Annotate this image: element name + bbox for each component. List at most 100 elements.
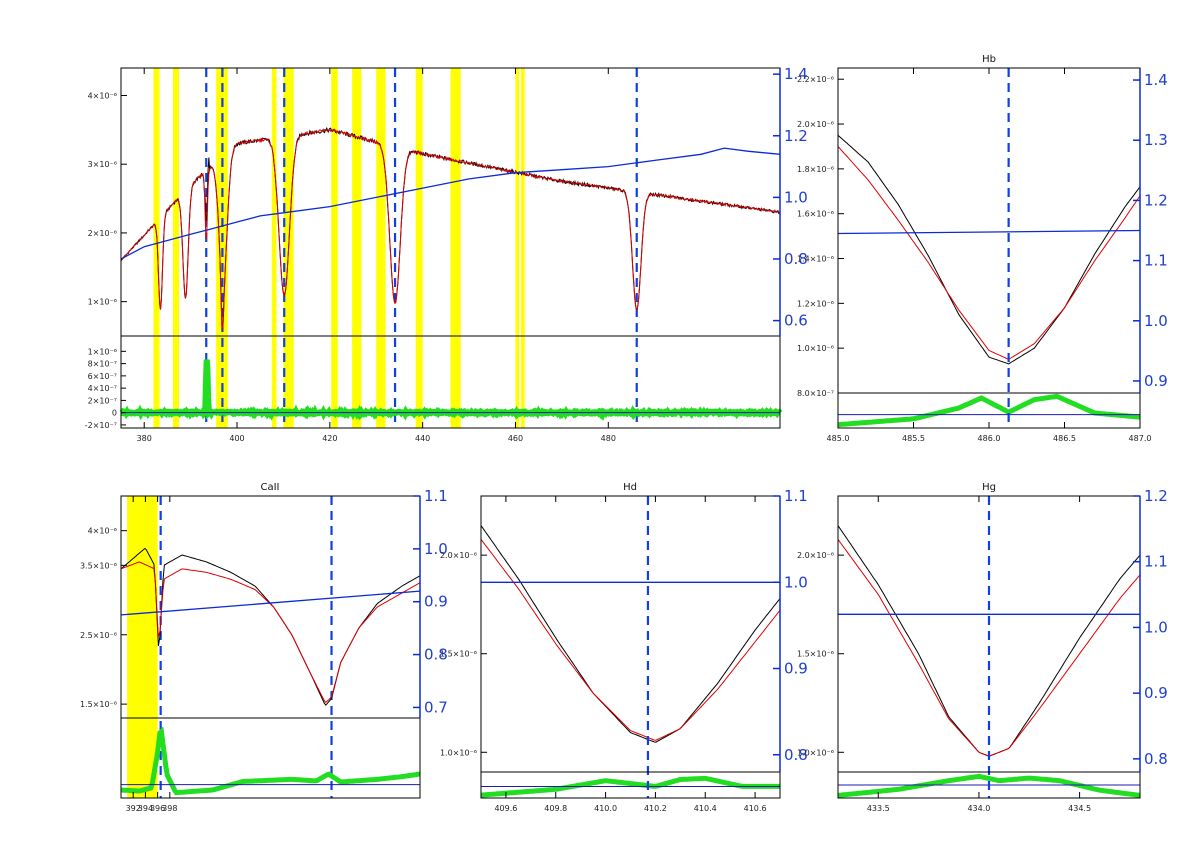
ratio-curve bbox=[120, 147, 781, 260]
x-tick-label: 409.6 bbox=[494, 804, 517, 813]
panel-caII-title: CaII bbox=[260, 482, 279, 493]
y-tick-label: 2.0×10⁻⁶ bbox=[797, 120, 834, 129]
x-tick-label: 440 bbox=[415, 434, 430, 443]
x-tick-label: 392 bbox=[126, 804, 141, 813]
x-tick-label: 460 bbox=[508, 434, 523, 443]
mask-region bbox=[271, 68, 277, 428]
ratio-curve bbox=[837, 229, 1141, 235]
y-tick-label: 1.5×10⁻⁶ bbox=[797, 650, 834, 659]
residual-band bbox=[120, 726, 421, 796]
x-tick-label: 398 bbox=[162, 804, 177, 813]
resid-tick-label: 0 bbox=[112, 409, 117, 418]
y2-tick-label: 1.4 bbox=[1144, 71, 1168, 89]
panel-hgamma-title: Hg bbox=[982, 482, 996, 493]
mask-region bbox=[515, 68, 520, 428]
panel-hbeta-frame bbox=[837, 67, 1141, 429]
panel-hdelta-title: Hd bbox=[623, 482, 637, 493]
x-tick-label: 394 bbox=[138, 804, 153, 813]
y2-tick-label: 1.4 bbox=[784, 65, 808, 83]
mask-region bbox=[153, 68, 160, 428]
y-tick-label: 2×10⁻⁶ bbox=[88, 229, 117, 238]
resid-tick-label: 2×10⁻⁷ bbox=[88, 396, 117, 405]
y2-tick-label: 0.7 bbox=[424, 698, 448, 716]
panel-full-data bbox=[119, 126, 783, 422]
y-tick-label: 2.5×10⁻⁶ bbox=[80, 631, 117, 640]
y2-tick-label: 1.2 bbox=[1144, 191, 1168, 209]
panel-hdelta-frame bbox=[480, 495, 781, 799]
panel-hdelta-axes: 409.6 409.8 410.0 410.2 410.4 410.6 1.0×10⁻⁶ 1.… bbox=[440, 487, 808, 813]
x-tick-label: 487.0 bbox=[1129, 434, 1152, 443]
x-tick-label: 433.5 bbox=[867, 804, 890, 813]
y-tick-label: 1.8×10⁻⁶ bbox=[797, 165, 834, 174]
resid-tick-label: 8×10⁻⁷ bbox=[88, 360, 117, 369]
y2-tick-label: 1.0 bbox=[784, 188, 808, 206]
y2-tick-label: 0.8 bbox=[1144, 750, 1168, 768]
x-tick-label: 480 bbox=[601, 434, 616, 443]
panel-hbeta-title: Hb bbox=[982, 54, 996, 65]
y2-tick-label: 1.1 bbox=[1144, 553, 1168, 571]
mask-region bbox=[352, 68, 362, 428]
panel-caII-masks bbox=[127, 496, 158, 798]
panel-hbeta-data bbox=[837, 68, 1141, 428]
panel-caII-data bbox=[120, 547, 421, 796]
x-tick-label: 485.0 bbox=[827, 434, 850, 443]
x-tick-label: 434.0 bbox=[967, 804, 990, 813]
observed-spectrum bbox=[480, 525, 781, 743]
y2-tick-label: 0.8 bbox=[424, 646, 448, 664]
panel-hgamma-data bbox=[837, 496, 1141, 798]
y2-tick-label: 0.8 bbox=[784, 250, 808, 268]
y2-tick-label: 1.2 bbox=[784, 127, 808, 145]
y2-tick-label: 0.9 bbox=[784, 660, 808, 678]
model-spectrum bbox=[480, 539, 781, 741]
x-tick-label: 420 bbox=[322, 434, 337, 443]
y2-tick-label: 0.9 bbox=[1144, 684, 1168, 702]
y2-tick-label: 1.2 bbox=[1144, 487, 1168, 505]
y-tick-label: 1.0×10⁻⁶ bbox=[440, 748, 477, 757]
x-tick-label: 409.8 bbox=[544, 804, 567, 813]
mask-region bbox=[415, 68, 423, 428]
y-tick-label: 1.0×10⁻⁶ bbox=[797, 748, 834, 757]
mask-region bbox=[450, 68, 461, 428]
x-tick-label: 410.2 bbox=[644, 804, 667, 813]
y-tick-label: 4×10⁻⁶ bbox=[88, 527, 117, 536]
x-tick-label: 400 bbox=[229, 434, 244, 443]
y2-tick-label: 1.1 bbox=[424, 487, 448, 505]
x-tick-label: 380 bbox=[137, 434, 152, 443]
residual-band bbox=[837, 773, 1141, 798]
resid-tick-label: 6×10⁻⁷ bbox=[88, 372, 117, 381]
y-tick-label: 1.4×10⁻⁶ bbox=[797, 255, 834, 264]
ratio-curve bbox=[120, 590, 421, 616]
y2-tick-label: 0.9 bbox=[1144, 372, 1168, 390]
panel-full: 380 400 420 440 460 480 1×10⁻⁶ 2×10⁻⁶ 3×10⁻⁶ 4×10… bbox=[85, 65, 808, 443]
y2-tick-label: 1.0 bbox=[424, 540, 448, 558]
model-spectrum bbox=[120, 128, 781, 331]
y2-tick-label: 0.8 bbox=[784, 746, 808, 764]
y-tick-label: 1.5×10⁻⁶ bbox=[440, 650, 477, 659]
residual-band bbox=[837, 393, 1141, 428]
y-tick-label: 8.0×10⁻⁷ bbox=[797, 389, 834, 398]
model-spectrum bbox=[837, 146, 1141, 360]
x-tick-label: 486.5 bbox=[1053, 434, 1076, 443]
panel-hbeta-axes: 485.0 485.5 486.0 486.5 487.0 8.0×10⁻⁷ 1.0×10⁻… bbox=[797, 68, 1168, 443]
y2-tick-label: 1.1 bbox=[1144, 252, 1168, 270]
panel-caII-markers bbox=[159, 496, 333, 798]
y-tick-label: 4×10⁻⁶ bbox=[88, 91, 117, 100]
x-tick-label: 410.6 bbox=[744, 804, 767, 813]
panel-full-axes: 380 400 420 440 460 480 1×10⁻⁶ 2×10⁻⁶ 3×10⁻⁶ 4×10… bbox=[85, 65, 808, 443]
mask-region bbox=[521, 68, 525, 428]
resid-tick-label: -2×10⁻⁷ bbox=[85, 421, 117, 430]
y-tick-label: 1.5×10⁻⁶ bbox=[80, 700, 117, 709]
panel-hgamma: 433.5 434.0 434.5 1.0×10⁻⁶ 1.5×10⁻⁶ 2.0×10⁻⁶ 0… bbox=[797, 482, 1168, 813]
panel-full-markers bbox=[205, 68, 638, 428]
x-tick-label: 396 bbox=[150, 804, 165, 813]
mask-region bbox=[127, 496, 158, 798]
panel-hdelta-data bbox=[480, 496, 781, 798]
y-tick-label: 1.6×10⁻⁶ bbox=[797, 210, 834, 219]
residual-band bbox=[480, 775, 780, 798]
y2-tick-label: 1.0 bbox=[1144, 312, 1168, 330]
resid-tick-label: 4×10⁻⁷ bbox=[88, 384, 117, 393]
panel-hbeta: 485.0 485.5 486.0 486.5 487.0 8.0×10⁻⁷ 1.0×10⁻… bbox=[797, 54, 1168, 443]
